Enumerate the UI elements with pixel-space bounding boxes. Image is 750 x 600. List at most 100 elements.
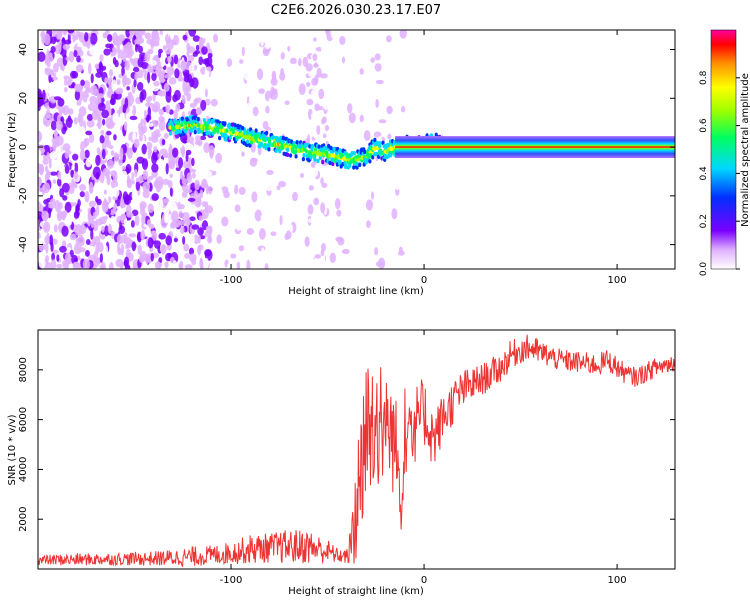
heatmap-cell: [307, 218, 314, 223]
heatmap-cell: [294, 154, 298, 159]
heatmap-cell: [266, 222, 272, 232]
heatmap-cell: [234, 94, 240, 100]
heatmap-cell: [221, 216, 229, 227]
heatmap-cell: [309, 132, 316, 137]
heatmap-cell: [92, 235, 96, 247]
heatmap-cell: [242, 167, 249, 174]
heatmap-cell: [182, 80, 186, 93]
heatmap-cell: [205, 225, 212, 234]
heatmap-cell: [311, 77, 318, 86]
heatmap-cell: [131, 191, 136, 200]
heatmap-cell: [147, 148, 151, 160]
y-tick-label: 2000: [18, 506, 29, 531]
heatmap-cell: [144, 32, 152, 40]
heatmap-cell: [61, 182, 70, 193]
heatmap-cell: [165, 162, 169, 175]
heatmap-cell: [71, 164, 75, 171]
heatmap-cell: [139, 134, 143, 142]
heatmap-cell: [316, 158, 320, 164]
heatmap-cell: [305, 63, 313, 72]
heatmap-cell: [54, 44, 62, 55]
heatmap-cell: [162, 45, 167, 51]
heatmap-cell: [212, 93, 220, 98]
heatmap-cell: [345, 152, 350, 158]
heatmap-cell: [52, 249, 59, 254]
heatmap-cell: [196, 106, 201, 116]
heatmap-cell: [360, 34, 365, 45]
heatmap-cell: [196, 127, 201, 133]
heatmap-cell: [106, 121, 115, 130]
heatmap-cell: [107, 77, 112, 85]
heatmap-cell: [212, 33, 219, 43]
heatmap-cell: [137, 45, 143, 54]
heatmap-cell: [327, 153, 331, 158]
heatmap-cell: [168, 131, 172, 136]
heatmap-cell: [106, 130, 112, 136]
heatmap-cell: [74, 191, 80, 197]
heatmap-cell: [125, 112, 134, 123]
heatmap-cell: [323, 53, 331, 59]
heatmap-cell: [318, 106, 324, 111]
heatmap-cell: [50, 259, 57, 269]
heatmap-cell: [73, 183, 78, 189]
heatmap-cell: [42, 182, 51, 194]
heatmap-cell: [90, 85, 98, 96]
heatmap-cell: [307, 134, 311, 145]
heatmap-cell: [230, 122, 234, 127]
heatmap-cell: [240, 207, 245, 212]
heatmap-cell: [198, 215, 204, 221]
heatmap-cell: [158, 108, 164, 116]
spectrogram-x-label: Height of straight line (km): [288, 286, 424, 297]
heatmap-cell: [163, 197, 170, 203]
heatmap-cell: [178, 204, 185, 210]
heatmap-cell: [295, 140, 299, 145]
heatmap-cell: [127, 91, 133, 97]
heatmap-cell: [62, 210, 68, 217]
heatmap-cell: [278, 180, 287, 188]
colorbar-gradient: [710, 29, 737, 270]
heatmap-cell: [161, 185, 170, 196]
heatmap-cell: [323, 168, 330, 181]
heatmap-cell: [38, 211, 43, 219]
heatmap-cell: [321, 46, 329, 56]
heatmap-cell: [184, 264, 193, 269]
heatmap-cell: [298, 189, 303, 199]
heatmap-cell: [343, 161, 347, 166]
heatmap-cell: [320, 177, 324, 185]
heatmap-cell: [184, 218, 192, 225]
heatmap-cell: [167, 55, 172, 63]
heatmap-cell: [189, 216, 196, 222]
heatmap-cell: [134, 44, 139, 53]
heatmap-cell: [140, 118, 144, 126]
heatmap-cell: [103, 215, 109, 220]
heatmap-cell: [223, 121, 227, 126]
heatmap-cell: [42, 158, 49, 165]
heatmap-cell: [164, 212, 169, 224]
heatmap-cell: [82, 90, 88, 103]
heatmap-cell: [386, 147, 390, 152]
heatmap-cell: [181, 190, 188, 199]
heatmap-cell: [185, 188, 193, 194]
heatmap-cell: [52, 179, 57, 184]
heatmap-cell: [38, 51, 46, 62]
heatmap-cell: [110, 170, 117, 177]
heatmap-cell: [208, 125, 212, 130]
heatmap-cell: [368, 159, 372, 164]
heatmap-cell: [167, 161, 173, 168]
heatmap-cell: [343, 164, 348, 170]
heatmap-cell: [279, 40, 285, 50]
heatmap-cell: [145, 141, 153, 150]
heatmap-cell: [67, 115, 72, 122]
heatmap-cell: [186, 49, 190, 58]
heatmap-cell: [194, 179, 200, 191]
heatmap-cell: [133, 138, 140, 149]
heatmap-cell: [270, 231, 277, 237]
heatmap-cell: [291, 124, 299, 132]
heatmap-cell: [110, 150, 115, 156]
heatmap-cell: [53, 96, 62, 101]
heatmap-cell: [125, 30, 131, 38]
heatmap-cell: [364, 64, 368, 71]
heatmap-cell: [79, 191, 85, 198]
heatmap-cell: [216, 129, 220, 134]
heatmap-cell: [210, 98, 218, 107]
